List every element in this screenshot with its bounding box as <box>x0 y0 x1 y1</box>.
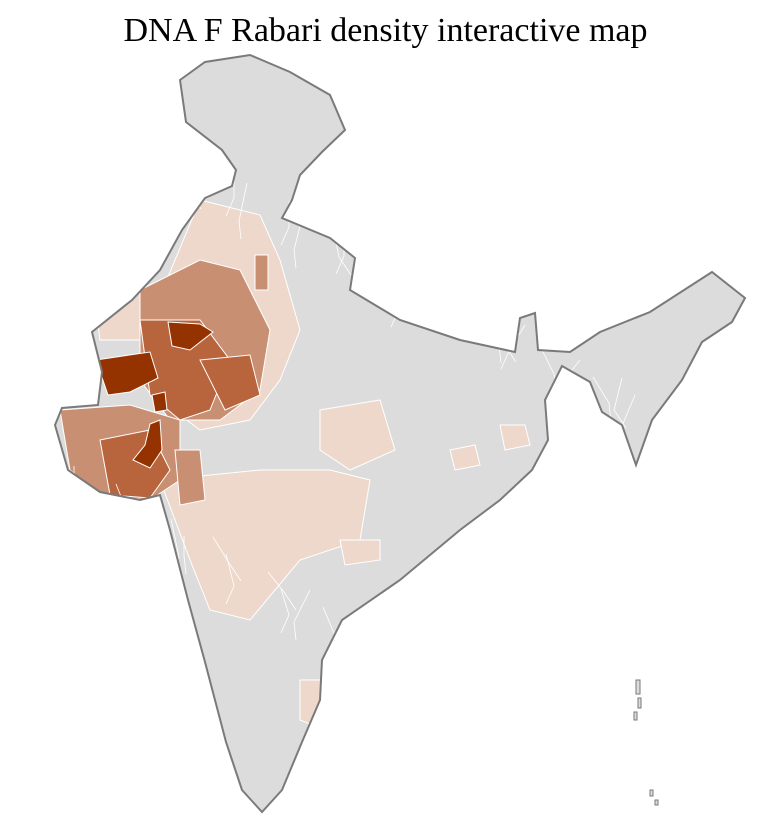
country-border <box>53 53 747 814</box>
district-highest-density[interactable] <box>132 419 163 469</box>
district-highest-density[interactable] <box>95 351 159 396</box>
district-low-density[interactable] <box>449 444 481 471</box>
district-highest-density[interactable] <box>167 321 214 351</box>
district-medium-density[interactable] <box>174 449 206 506</box>
district-high-density[interactable] <box>199 354 261 411</box>
district-low-density[interactable] <box>319 399 396 471</box>
district-low-density[interactable] <box>159 469 371 621</box>
district-low-density[interactable] <box>499 424 531 451</box>
district-medium-density[interactable] <box>254 254 269 291</box>
island <box>649 789 654 797</box>
district-highest-density[interactable] <box>151 391 168 413</box>
andaman-nicobar-islands <box>633 679 659 806</box>
district-low-density[interactable] <box>339 539 381 566</box>
island <box>633 711 638 721</box>
island <box>654 799 659 806</box>
island <box>635 679 641 695</box>
map-title: DNA F Rabari density interactive map <box>123 12 648 49</box>
island <box>637 697 642 709</box>
